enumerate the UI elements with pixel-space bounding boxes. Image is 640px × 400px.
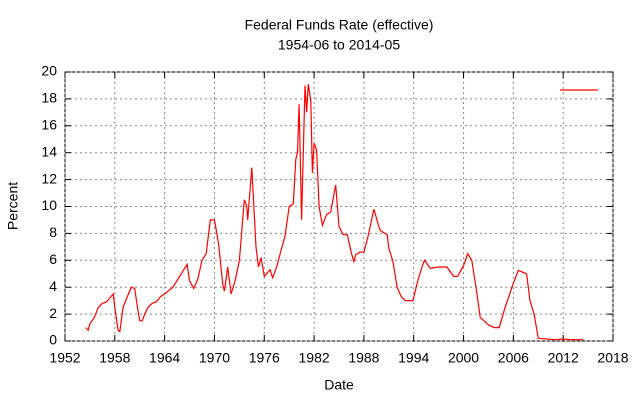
x-tick-label: 1952 [49,350,80,366]
y-tick-label: 8 [49,224,57,240]
x-tick-label: 1982 [299,350,330,366]
chart-title: Federal Funds Rate (effective) [245,17,434,33]
x-tick-label: 2012 [548,350,579,366]
x-tick-label: 2006 [498,350,529,366]
chart-subtitle: 1954-06 to 2014-05 [278,37,400,53]
y-tick-label: 6 [49,251,57,267]
data-line [85,84,584,341]
y-tick-label: 10 [41,197,57,213]
y-tick-label: 12 [41,170,57,186]
x-tick-label: 1958 [99,350,130,366]
x-tick-label: 1976 [249,350,280,366]
x-tick-label: 1988 [348,350,379,366]
y-tick-label: 18 [41,90,57,106]
y-tick-label: 14 [41,143,57,159]
x-tick-label: 2018 [597,350,628,366]
y-axis-label: Percent [5,182,21,230]
x-tick-label: 1970 [199,350,230,366]
x-tick-label: 2000 [448,350,479,366]
y-tick-label: 16 [41,117,57,133]
x-axis-label: Date [324,377,354,393]
y-tick-label: 4 [49,278,57,294]
y-tick-label: 20 [41,63,57,79]
y-tick-label: 2 [49,305,57,321]
x-tick-label: 1994 [398,350,429,366]
x-tick-label: 1964 [149,350,180,366]
y-tick-label: 0 [49,332,57,348]
